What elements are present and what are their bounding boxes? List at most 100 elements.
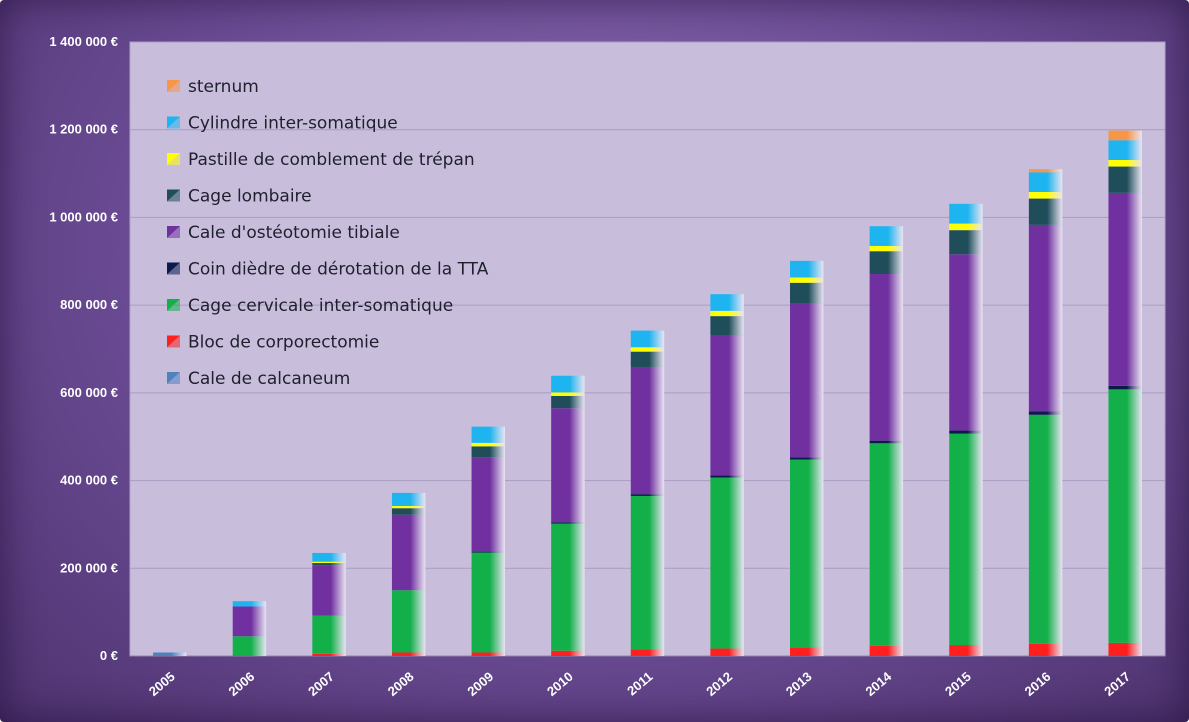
bar-segment	[949, 203, 983, 224]
legend-swatch-shade	[167, 335, 180, 348]
bar-segment	[1028, 414, 1063, 644]
bar-segment	[1028, 198, 1063, 225]
y-tick-label: 200 000 €	[60, 560, 118, 575]
bar-segment	[869, 251, 904, 275]
x-tick-label: 2016	[1022, 669, 1054, 699]
y-tick-label: 800 000 €	[60, 297, 118, 312]
legend-item: Pastille de comblement de trépan	[167, 150, 475, 170]
legend-label: Cage lombaire	[188, 187, 312, 207]
x-tick-label: 2013	[783, 669, 815, 699]
x-tick-label: 2010	[544, 669, 576, 699]
bar-segment	[391, 506, 426, 509]
y-tick-label: 1 200 000 €	[49, 122, 118, 137]
bar-segment	[790, 303, 824, 458]
bar-segment	[1108, 385, 1142, 390]
x-tick-label: 2006	[226, 669, 258, 699]
bar-segment	[1028, 643, 1063, 656]
bar-segment	[312, 565, 346, 616]
bar-segment	[710, 335, 744, 476]
bar-segment	[630, 495, 665, 650]
bar-segment	[1108, 140, 1142, 160]
bar-segment	[1028, 224, 1063, 412]
legend-swatch-shade	[167, 372, 180, 384]
legend-item: sternum	[167, 77, 259, 97]
legend-label: sternum	[188, 77, 259, 97]
bar-segment	[471, 652, 505, 656]
bar-segment	[471, 552, 505, 653]
x-tick-label: 2014	[862, 668, 894, 699]
bar-segment	[391, 492, 426, 507]
bar-segment	[630, 366, 665, 495]
bar-segment	[949, 645, 983, 656]
bar-segment	[710, 475, 744, 478]
bar-segment	[869, 274, 904, 441]
bar-segment	[551, 392, 585, 396]
bar-segment	[551, 375, 585, 393]
bar-segment	[869, 245, 904, 252]
bar-segment	[471, 446, 505, 458]
bar-segment	[153, 652, 187, 656]
bar-segment	[471, 426, 505, 443]
legend-item: Cage lombaire	[167, 187, 312, 207]
y-axis: 0 € 200 000 € 400 000 € 600 000 € 800 000 € 1…	[49, 34, 118, 663]
bar-segment	[949, 223, 983, 231]
x-tick-label: 2007	[305, 669, 337, 699]
bar-segment	[1028, 169, 1063, 173]
bar-segment	[551, 522, 585, 524]
legend: sternum Cylindre inter-somatique Pastille …	[167, 77, 489, 389]
bar-segment	[710, 294, 744, 311]
bar-segment	[1108, 130, 1142, 141]
legend-swatch-shade	[167, 262, 180, 275]
bar-segment	[232, 636, 267, 656]
bar-segment	[1108, 159, 1142, 167]
legend-swatch-shade	[167, 153, 180, 165]
bar-segment	[1028, 191, 1063, 199]
bar-segment	[630, 330, 665, 348]
bar-segment	[1108, 166, 1142, 193]
bars	[153, 130, 1142, 656]
legend-item: Cale d'ostéotomie tibiale	[167, 223, 400, 243]
bar-segment	[391, 514, 426, 591]
bar-segment	[869, 440, 904, 444]
bar-segment	[869, 226, 904, 246]
bar-segment	[790, 260, 824, 278]
y-tick-label: 0 €	[100, 648, 118, 663]
x-tick-label: 2009	[464, 669, 496, 699]
bar-segment	[312, 552, 346, 562]
y-tick-label: 400 000 €	[60, 473, 118, 488]
legend-label: Pastille de comblement de trépan	[188, 150, 475, 170]
bar-segment	[869, 443, 904, 646]
legend-item: Cale de calcaneum	[167, 369, 350, 389]
x-tick-label: 2005	[146, 669, 178, 699]
bar-segment	[551, 650, 585, 656]
bar-segment	[1028, 172, 1063, 192]
bar-segment	[630, 351, 665, 367]
bar-segment	[630, 347, 665, 352]
bar-segment	[949, 230, 983, 255]
y-tick-label: 600 000 €	[60, 385, 118, 400]
legend-swatch-shade	[167, 116, 180, 129]
x-tick-label: 2015	[942, 669, 974, 699]
legend-label: Cale d'ostéotomie tibiale	[188, 223, 400, 243]
bar-segment	[391, 590, 426, 653]
bar-segment	[630, 494, 665, 496]
legend-swatch-shade	[167, 299, 180, 311]
bar-segment	[312, 653, 346, 656]
bar-segment	[471, 442, 505, 447]
x-tick-label: 2008	[385, 669, 417, 699]
bar-segment	[1108, 389, 1142, 643]
legend-item: Cage cervicale inter-somatique	[167, 296, 453, 316]
legend-label: Coin dièdre de dérotation de la TTA	[188, 260, 489, 280]
legend-label: Cage cervicale inter-somatique	[188, 296, 453, 316]
bar-segment	[471, 551, 505, 553]
bar-segment	[391, 508, 426, 515]
legend-item: Bloc de corporectomie	[167, 333, 379, 353]
legend-label: Bloc de corporectomie	[188, 333, 379, 353]
bar-segment	[710, 477, 744, 649]
x-tick-label: 2012	[703, 669, 735, 699]
bar-segment	[1108, 642, 1142, 656]
bar-segment	[232, 606, 267, 637]
bar-segment	[471, 457, 505, 552]
bar-segment	[949, 433, 983, 646]
